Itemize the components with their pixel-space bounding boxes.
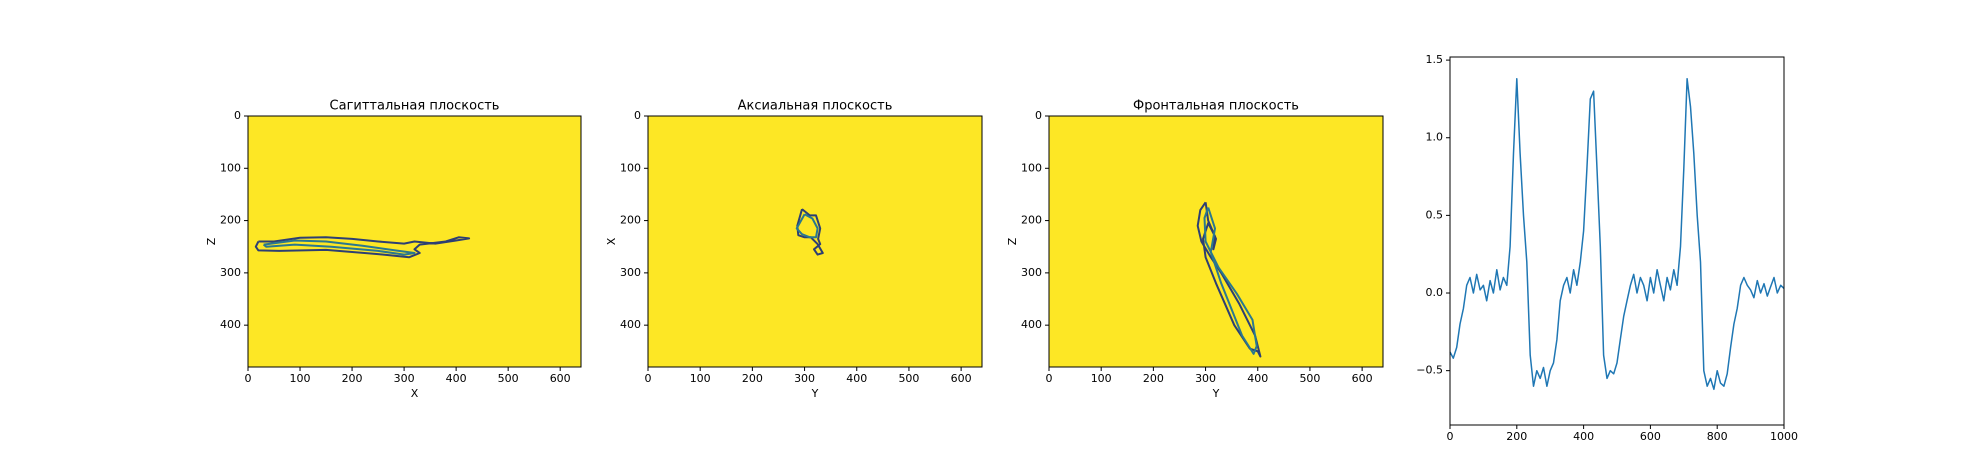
y-tick-label: 300	[220, 266, 241, 279]
contour-line	[795, 213, 819, 239]
y-tick-label: 0	[1035, 109, 1042, 122]
x-tick-label: 600	[1640, 430, 1661, 443]
y-tick-label: 400	[1021, 318, 1042, 331]
x-tick-label: 600	[951, 372, 972, 385]
plot-frame	[247, 115, 582, 368]
y-tick-label: 200	[620, 214, 641, 227]
x-tick-label: 300	[1195, 372, 1216, 385]
x-tick-label: 200	[742, 372, 763, 385]
x-tick-label: 100	[290, 372, 311, 385]
y-axis-label: Z	[1006, 237, 1019, 245]
y-tick-label: −0.5	[1416, 364, 1443, 377]
plot-frame	[647, 115, 983, 368]
x-axis-label: X	[411, 387, 419, 400]
y-tick-label: 0	[634, 109, 641, 122]
chart-title: Сагиттальная плоскость	[330, 99, 500, 114]
x-tick-label: 0	[1046, 372, 1053, 385]
plot-frame	[1449, 56, 1785, 426]
y-tick-label: 1.5	[1426, 53, 1444, 66]
chart-title: Аксиальная плоскость	[738, 99, 893, 114]
x-tick-label: 100	[1091, 372, 1112, 385]
y-axis-label: Z	[205, 237, 218, 245]
x-tick-label: 100	[690, 372, 711, 385]
x-tick-label: 200	[1506, 430, 1527, 443]
y-tick-label: 400	[220, 318, 241, 331]
x-tick-label: 600	[550, 372, 571, 385]
x-tick-label: 300	[394, 372, 415, 385]
y-tick-label: 400	[620, 318, 641, 331]
y-tick-label: 200	[220, 214, 241, 227]
x-tick-label: 1000	[1770, 430, 1798, 443]
x-tick-label: 500	[498, 372, 519, 385]
x-tick-label: 600	[1352, 372, 1373, 385]
y-tick-label: 100	[620, 161, 641, 174]
y-tick-label: 0	[234, 109, 241, 122]
plot-frame	[1048, 115, 1384, 368]
y-tick-label: 1.0	[1426, 131, 1444, 144]
y-tick-label: 300	[1021, 266, 1042, 279]
y-tick-label: 0.0	[1426, 286, 1444, 299]
x-tick-label: 300	[794, 372, 815, 385]
contour-line	[254, 236, 471, 259]
x-tick-label: 800	[1707, 430, 1728, 443]
x-tick-label: 400	[1247, 372, 1268, 385]
x-tick-label: 0	[245, 372, 252, 385]
y-tick-label: 200	[1021, 214, 1042, 227]
x-tick-label: 200	[342, 372, 363, 385]
x-tick-label: 500	[1299, 372, 1320, 385]
x-tick-label: 500	[898, 372, 919, 385]
x-axis-label: Y	[811, 387, 819, 400]
y-tick-label: 100	[1021, 161, 1042, 174]
chart-title: Фронтальная плоскость	[1133, 99, 1299, 114]
data-line	[1449, 77, 1785, 391]
x-tick-label: 0	[1447, 430, 1454, 443]
x-tick-label: 400	[1573, 430, 1594, 443]
y-tick-label: 100	[220, 161, 241, 174]
x-axis-label: Y	[1212, 387, 1220, 400]
y-tick-label: 300	[620, 266, 641, 279]
x-tick-label: 400	[846, 372, 867, 385]
contour-line	[262, 239, 416, 256]
y-axis-label: X	[605, 237, 618, 245]
y-tick-label: 0.5	[1426, 208, 1444, 221]
x-tick-label: 400	[446, 372, 467, 385]
x-tick-label: 0	[645, 372, 652, 385]
x-tick-label: 200	[1143, 372, 1164, 385]
contour-line	[1203, 207, 1258, 355]
contour-line	[796, 208, 824, 256]
